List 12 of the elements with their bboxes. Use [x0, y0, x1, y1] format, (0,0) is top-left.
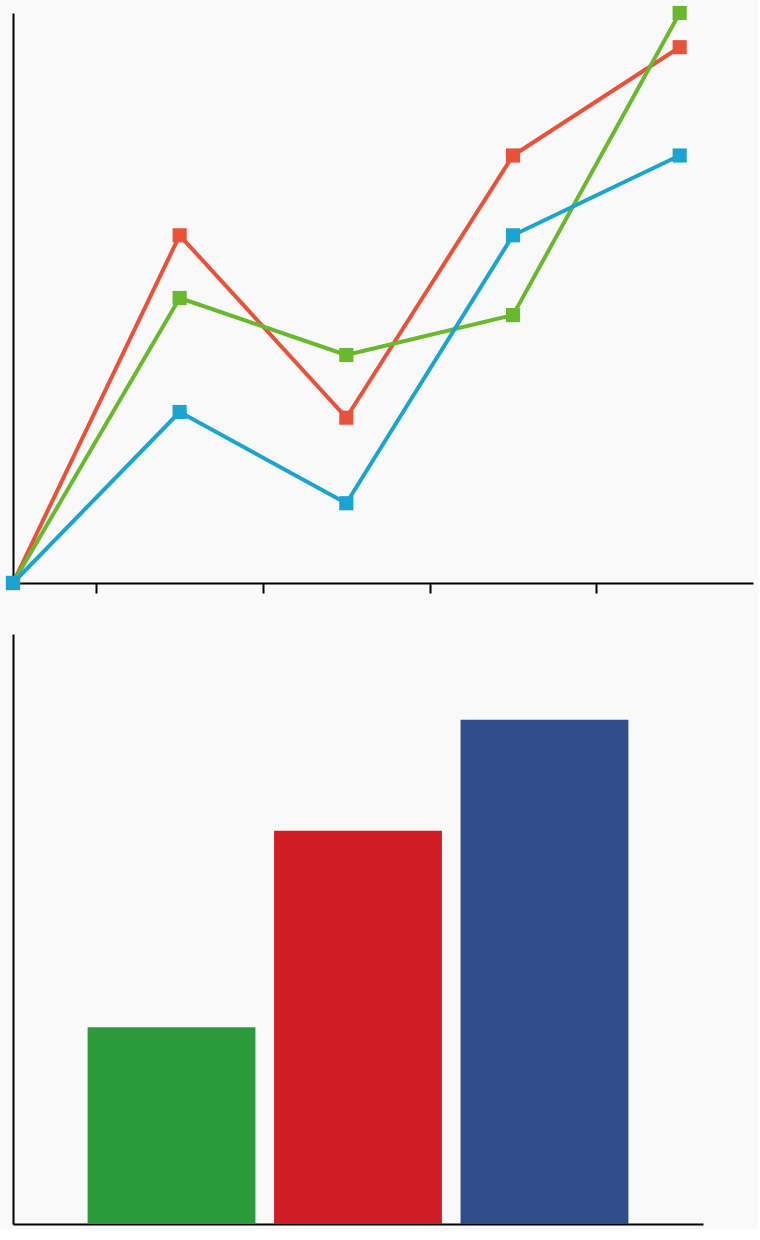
point: [172, 404, 187, 420]
point: [505, 148, 521, 163]
point: [339, 410, 354, 425]
point: [172, 228, 187, 243]
point: [672, 148, 687, 163]
point: [172, 290, 187, 306]
point: [672, 5, 687, 21]
point: [339, 347, 354, 363]
point: [339, 496, 354, 511]
point: [672, 40, 687, 55]
point: [505, 228, 521, 243]
point: [505, 308, 521, 323]
